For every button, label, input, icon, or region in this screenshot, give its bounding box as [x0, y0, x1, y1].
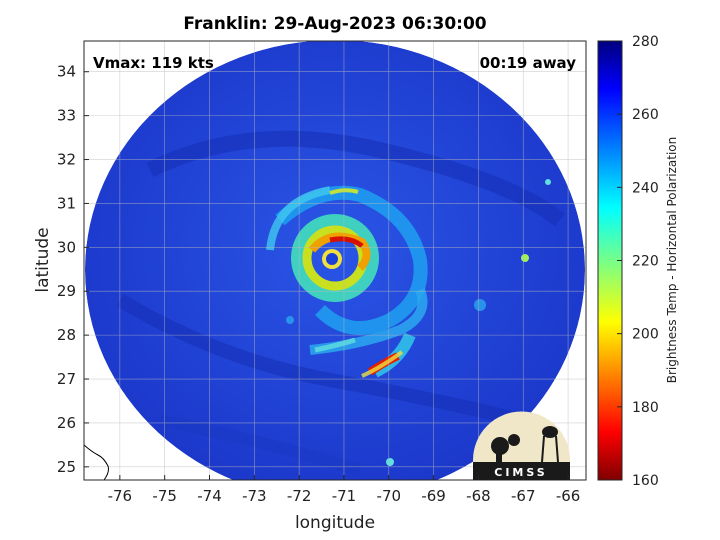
y-axis-label: latitude — [33, 227, 53, 292]
colorbar-label: Brightness Temp - Horizontal Polarizatio… — [665, 137, 679, 384]
y-tick-label: 34 — [57, 63, 76, 81]
y-tick-label: 26 — [57, 414, 76, 432]
colorbar-tick-label: 280 — [632, 34, 659, 50]
microwave-swath — [85, 41, 585, 480]
x-tick-label: -75 — [152, 487, 177, 505]
colorbar-tick-label: 240 — [632, 180, 659, 196]
y-tick-label: 32 — [57, 151, 76, 169]
y-tick-label: 29 — [57, 282, 76, 300]
coastline — [84, 444, 109, 480]
x-tick-label: -68 — [466, 487, 491, 505]
colorbar-tick-label: 180 — [632, 400, 659, 416]
x-tick-label: -70 — [377, 487, 402, 505]
map-plot-area — [83, 40, 587, 481]
y-tick-label: 33 — [57, 107, 76, 125]
y-tick-label: 28 — [57, 326, 76, 344]
colorbar-tick-label: 200 — [632, 327, 659, 343]
x-tick-label: -72 — [287, 487, 312, 505]
time-away-label: 00:19 away — [480, 54, 577, 72]
colorbar: 160 180 200 220 240 260 280 Brightness Temp - … — [597, 34, 679, 489]
logo-text: CIMSS — [494, 466, 547, 479]
x-tick-label: -67 — [511, 487, 536, 505]
colorbar-tick-label: 160 — [632, 473, 659, 489]
y-axis-ticks: 25 26 27 28 29 30 31 32 33 34 — [57, 63, 89, 476]
cimss-logo: CIMSS — [473, 411, 570, 480]
x-tick-label: -69 — [421, 487, 446, 505]
x-tick-label: -76 — [108, 487, 133, 505]
colorbar-tick-label: 220 — [632, 254, 659, 270]
x-axis-ticks: -76 -75 -74 -73 -72 -71 -70 -69 -68 -67 -66 — [108, 475, 581, 505]
y-tick-label: 25 — [57, 458, 76, 476]
colorbar-ticks: 160 180 200 220 240 260 280 — [617, 34, 659, 489]
x-tick-label: -74 — [197, 487, 222, 505]
colorbar-tick-label: 260 — [632, 107, 659, 123]
x-tick-label: -73 — [242, 487, 267, 505]
plot-title: Franklin: 29-Aug-2023 06:30:00 — [183, 14, 486, 34]
x-tick-label: -71 — [332, 487, 357, 505]
x-tick-label: -66 — [556, 487, 581, 505]
y-tick-label: 31 — [57, 194, 76, 212]
x-axis-label: longitude — [295, 513, 375, 533]
y-tick-label: 30 — [57, 238, 76, 256]
vmax-label: Vmax: 119 kts — [93, 54, 214, 72]
y-tick-label: 27 — [57, 370, 76, 388]
